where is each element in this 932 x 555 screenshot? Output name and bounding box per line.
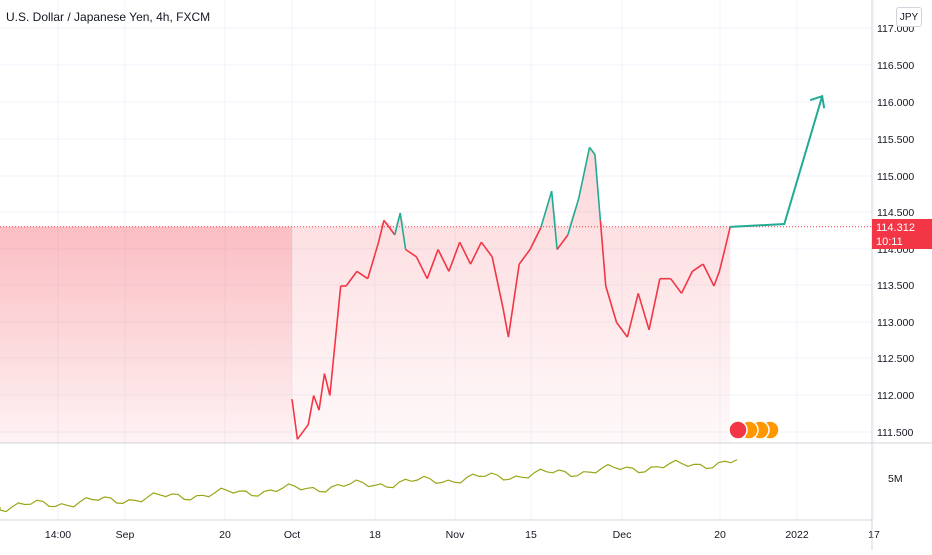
price-line-segment [718,249,726,272]
last-price-tag: 114.312 10:11 [872,219,932,249]
price-line-segment [626,293,640,338]
y-tick-label: 112.000 [877,390,914,402]
price-line-segment [448,241,461,272]
price-line-segment [480,241,493,258]
price-line-segment [556,234,569,250]
price-line-segment [507,263,521,338]
price-line-segment [567,198,580,236]
price-line-segment [540,190,553,228]
price-line-segment [329,285,342,396]
price-line-segment [383,219,396,236]
price-line-segment [680,271,694,294]
x-tick-label: Nov [446,529,465,541]
area-fill [0,147,731,444]
x-tick-label: 17 [868,529,880,541]
price-line-segment [469,241,483,265]
volume-axis-label: 5M [888,473,903,485]
event-badge-icon [728,420,748,440]
price-line-segment [405,248,417,258]
price-line-segment [577,147,591,199]
price-line-segment [415,256,428,280]
y-tick-label: 116.000 [877,97,914,109]
price-line-segment [356,270,369,280]
price-line-segment [307,395,315,425]
price-line-segment [637,293,650,331]
x-tick-label: 20 [714,529,726,541]
x-tick-label: Sep [116,529,135,541]
price-line-segment [296,424,309,440]
price-line-segment [594,154,602,221]
y-tick-label: 112.500 [877,353,914,365]
price-line-segment [323,373,331,396]
price-line-segment [713,271,721,287]
price-line-segment [345,270,358,287]
x-tick-label: 18 [369,529,381,541]
x-tick-label: 20 [219,529,231,541]
y-tick-label: 111.500 [877,427,914,439]
x-tick-label: Dec [613,529,632,541]
price-line-segment [615,322,629,338]
price-line-segment [458,241,472,265]
price-line-segment [670,278,683,294]
last-price-value: 114.312 [876,222,915,234]
price-line-segment [394,212,401,236]
price-line-segment [318,373,326,411]
x-tick-label: 15 [525,529,537,541]
candle-countdown: 10:11 [876,236,903,248]
price-line-segment [529,227,542,250]
price-line-segment [605,285,618,323]
y-tick-label: 115.500 [877,134,914,146]
x-tick-label: 14:00 [45,529,71,541]
volume-line [0,459,738,513]
chart-title: U.S. Dollar / Japanese Yen, 4h, FXCM [6,10,211,24]
y-tick-label: 114.500 [877,207,914,219]
price-line-segment [599,220,607,287]
price-line-segment [437,249,450,272]
y-tick-label: 115.000 [877,171,914,183]
price-line-segment [399,212,407,250]
price-line-segment [366,241,380,279]
price-line-segment [291,399,299,440]
price-line-segment [588,146,596,156]
currency-button[interactable]: JPY [896,7,922,27]
price-line-segment [691,263,704,273]
x-tick-label: 2022 [785,529,809,541]
price-line-segment [377,220,385,243]
price-line-segment [502,307,510,338]
projection-arrowhead [809,94,826,109]
y-tick-label: 116.500 [877,60,914,72]
price-line-segment [702,263,715,287]
y-tick-label: 113.000 [877,317,914,329]
price-line-segment [648,278,661,330]
price-line-segment [518,249,531,265]
price-line-segment [426,249,439,279]
y-tick-label: 113.500 [877,280,914,292]
price-line-segment [491,256,504,309]
price-line-segment [550,191,558,250]
price-line-segment [724,226,731,250]
projection-line [730,95,824,228]
price-line-segment [312,395,320,411]
x-tick-label: Oct [284,529,300,541]
